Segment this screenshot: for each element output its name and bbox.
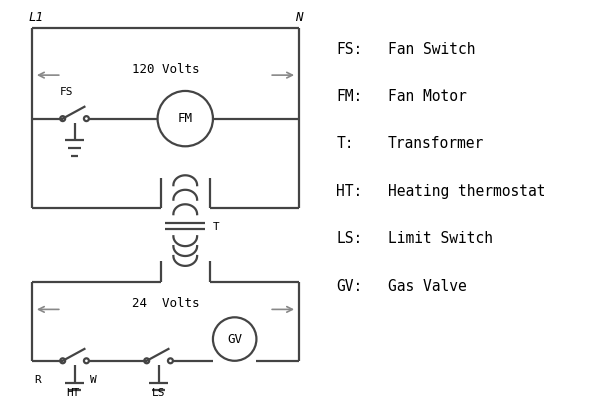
- Text: T: T: [213, 222, 219, 232]
- Text: L1: L1: [28, 11, 43, 24]
- Text: LS:: LS:: [336, 231, 363, 246]
- Text: FM:: FM:: [336, 89, 363, 104]
- Text: 24  Volts: 24 Volts: [132, 297, 199, 310]
- Text: Gas Valve: Gas Valve: [388, 279, 467, 294]
- Text: 120 Volts: 120 Volts: [132, 63, 199, 76]
- Text: GV: GV: [227, 332, 242, 346]
- Text: N: N: [296, 11, 303, 24]
- Text: Transformer: Transformer: [388, 136, 484, 152]
- Text: T:: T:: [336, 136, 354, 152]
- Text: R: R: [34, 375, 41, 385]
- Text: Limit Switch: Limit Switch: [388, 231, 493, 246]
- Text: HT:: HT:: [336, 184, 363, 199]
- Text: Heating thermostat: Heating thermostat: [388, 184, 545, 199]
- Text: FS:: FS:: [336, 42, 363, 56]
- Text: Fan Switch: Fan Switch: [388, 42, 476, 56]
- Text: Fan Motor: Fan Motor: [388, 89, 467, 104]
- Text: GV:: GV:: [336, 279, 363, 294]
- Text: FM: FM: [178, 112, 193, 125]
- Text: LS: LS: [152, 388, 165, 398]
- Text: FS: FS: [60, 87, 73, 97]
- Text: W: W: [90, 375, 97, 385]
- Text: HT: HT: [66, 388, 79, 398]
